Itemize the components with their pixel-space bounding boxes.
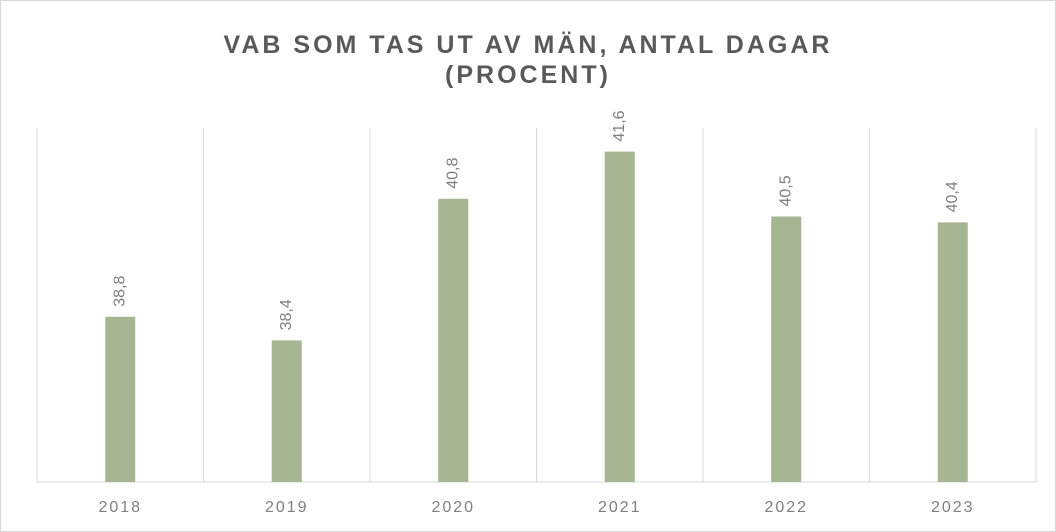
- bar: [604, 151, 635, 482]
- bar: [771, 216, 802, 482]
- data-label: 40,5: [777, 175, 794, 206]
- data-label: 40,4: [944, 181, 961, 212]
- x-tick-label: 2022: [764, 499, 808, 516]
- data-label: 40,8: [444, 158, 461, 189]
- chart-title: VAB SOM TAS UT AV MÄN, ANTAL DAGAR (PROC…: [223, 31, 833, 89]
- bar: [271, 340, 302, 482]
- x-tick-label: 2019: [265, 499, 309, 516]
- bar: [105, 316, 136, 482]
- bar: [438, 198, 469, 483]
- data-label: 38,8: [111, 276, 128, 307]
- bar: [937, 222, 968, 482]
- x-tick-label: 2023: [931, 499, 975, 516]
- x-tick-label: 2020: [431, 499, 475, 516]
- data-label: 38,4: [278, 299, 295, 330]
- x-tick-label: 2021: [598, 499, 642, 516]
- data-label: 41,6: [611, 110, 628, 141]
- x-tick-label: 2018: [98, 499, 142, 516]
